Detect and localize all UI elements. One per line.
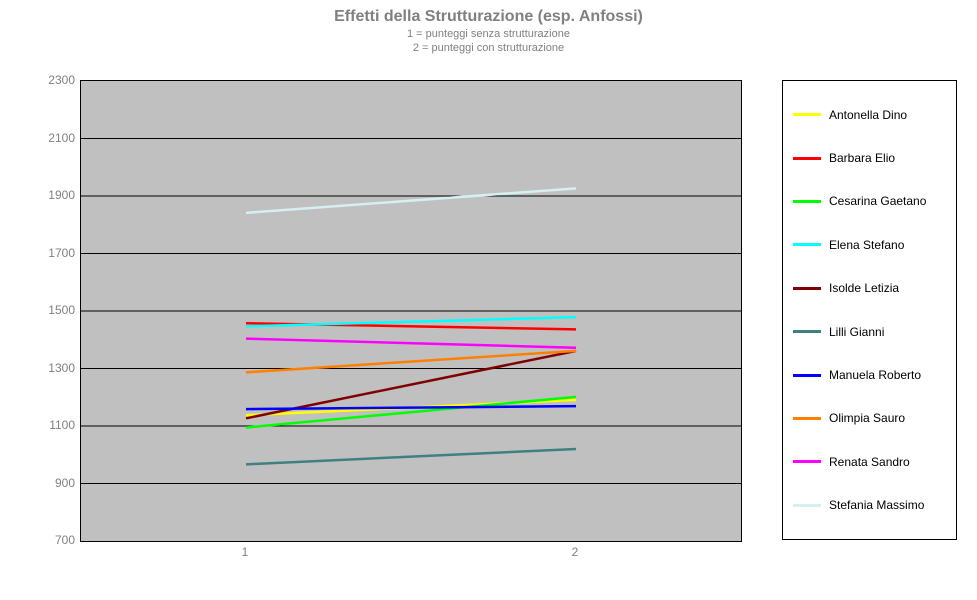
legend-swatch xyxy=(793,374,821,377)
legend-item: Barbara Elio xyxy=(793,151,946,165)
legend-item: Lilli Gianni xyxy=(793,325,946,339)
legend-swatch xyxy=(793,243,821,246)
legend-label: Antonella Dino xyxy=(829,108,907,122)
legend-swatch xyxy=(793,330,821,333)
chart-container: Effetti della Strutturazione (esp. Anfos… xyxy=(0,0,977,600)
legend-item: Elena Stefano xyxy=(793,238,946,252)
y-tick-label: 1500 xyxy=(48,303,75,317)
chart-subtitle-1: 1 = punteggi senza strutturazione xyxy=(0,28,977,40)
legend-label: Cesarina Gaetano xyxy=(829,194,926,208)
legend-swatch xyxy=(793,504,821,507)
legend-swatch xyxy=(793,113,821,116)
legend-item: Manuela Roberto xyxy=(793,368,946,382)
legend-label: Lilli Gianni xyxy=(829,325,884,339)
legend-swatch xyxy=(793,460,821,463)
series-line xyxy=(246,188,576,213)
legend: Antonella Dino Barbara Elio Cesarina Gaeta… xyxy=(782,80,957,540)
legend-label: Elena Stefano xyxy=(829,238,904,252)
y-axis: 2300210019001700150013001100900700 xyxy=(30,80,75,540)
y-tick-label: 1700 xyxy=(48,246,75,260)
legend-swatch xyxy=(793,157,821,160)
y-tick-label: 1300 xyxy=(48,361,75,375)
series-line xyxy=(246,406,576,409)
legend-swatch xyxy=(793,287,821,290)
data-lines xyxy=(81,81,741,541)
legend-item: Stefania Massimo xyxy=(793,498,946,512)
y-tick-label: 900 xyxy=(55,476,75,490)
x-tick-label: 2 xyxy=(572,545,579,559)
legend-label: Stefania Massimo xyxy=(829,498,924,512)
legend-label: Manuela Roberto xyxy=(829,368,921,382)
legend-item: Olimpia Sauro xyxy=(793,411,946,425)
y-tick-label: 2100 xyxy=(48,131,75,145)
legend-label: Isolde Letizia xyxy=(829,281,899,295)
legend-item: Cesarina Gaetano xyxy=(793,194,946,208)
legend-swatch xyxy=(793,417,821,420)
y-tick-label: 1100 xyxy=(49,418,75,432)
legend-item: Isolde Letizia xyxy=(793,281,946,295)
legend-item: Renata Sandro xyxy=(793,455,946,469)
legend-swatch xyxy=(793,200,821,203)
series-line xyxy=(246,339,576,348)
title-block: Effetti della Strutturazione (esp. Anfos… xyxy=(0,8,977,54)
plot-area xyxy=(80,80,742,542)
series-line xyxy=(246,449,576,464)
chart-subtitle-2: 2 = punteggi con strutturazione xyxy=(0,42,977,54)
y-tick-label: 2300 xyxy=(48,73,75,87)
y-tick-label: 1900 xyxy=(48,188,75,202)
series-line xyxy=(246,317,576,326)
legend-label: Olimpia Sauro xyxy=(829,411,905,425)
legend-item: Antonella Dino xyxy=(793,108,946,122)
chart-title: Effetti della Strutturazione (esp. Anfos… xyxy=(0,8,977,26)
legend-label: Barbara Elio xyxy=(829,151,895,165)
legend-label: Renata Sandro xyxy=(829,455,910,469)
y-tick-label: 700 xyxy=(55,533,75,547)
x-tick-label: 1 xyxy=(242,545,249,559)
